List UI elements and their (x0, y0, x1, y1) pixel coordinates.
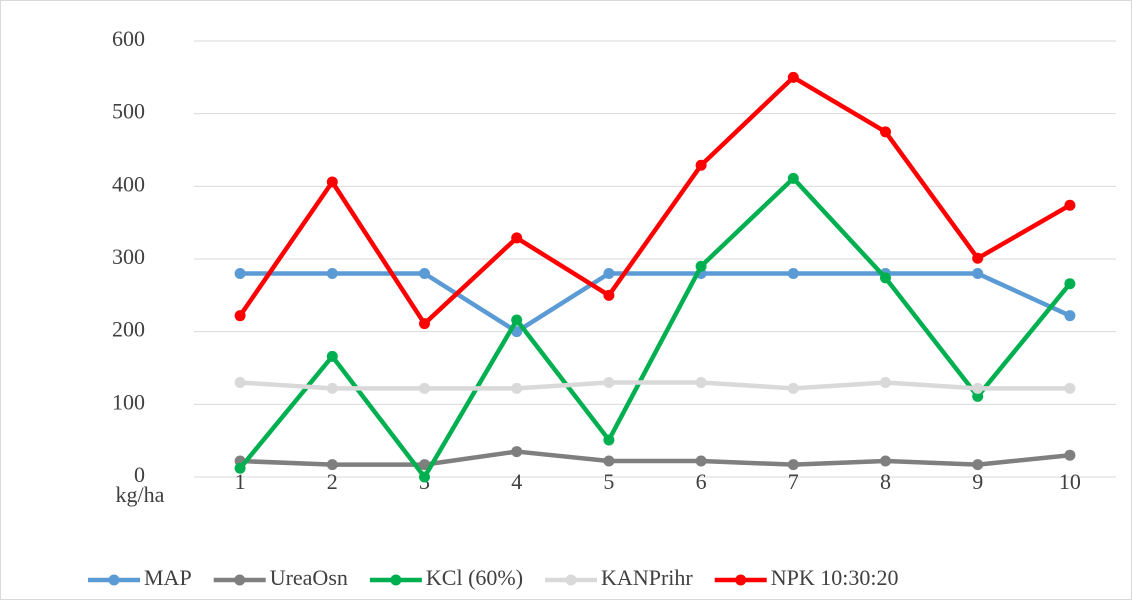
legend-label: UreaOsn (270, 565, 348, 590)
point (326, 350, 338, 362)
point (1064, 449, 1076, 461)
point (511, 382, 523, 394)
point (695, 377, 707, 389)
point (326, 382, 338, 394)
series-line (240, 271, 1071, 334)
x-tick-label: 8 (880, 469, 891, 494)
point (603, 434, 615, 446)
point (972, 382, 984, 394)
point (419, 471, 430, 483)
x-tick-label: 1 (235, 469, 246, 494)
point (695, 455, 707, 467)
point (972, 268, 984, 280)
point (419, 459, 430, 471)
point (326, 176, 338, 188)
x-tick-label: 7 (788, 469, 799, 494)
x-tick-label: 6 (696, 469, 707, 494)
y-tick-label: 600 (112, 26, 145, 51)
y-tick-label: 0 (134, 462, 145, 487)
series-line (238, 176, 1072, 480)
point (880, 126, 891, 138)
point (1064, 278, 1076, 290)
point (695, 159, 707, 171)
series-line (238, 75, 1072, 326)
point (326, 268, 338, 280)
x-tick-label: 10 (1059, 469, 1081, 494)
x-tick-label: 4 (511, 469, 522, 494)
point (972, 390, 984, 402)
point (419, 268, 430, 280)
point (603, 455, 615, 467)
x-tick-label: 9 (972, 469, 983, 494)
legend-label: KANPrihr (601, 565, 693, 590)
legend-label: MAP (144, 565, 192, 590)
point (1064, 199, 1076, 211)
legend-marker (234, 574, 246, 586)
y-tick-label: 500 (112, 99, 145, 124)
series-line (239, 380, 1070, 391)
point (787, 71, 799, 83)
point (603, 268, 615, 280)
y-tick-label: 100 (112, 389, 145, 414)
point (1064, 310, 1076, 322)
point (603, 377, 615, 389)
point (787, 172, 799, 184)
x-tick-label: 5 (603, 469, 614, 494)
y-tick-label: 300 (112, 244, 145, 269)
legend-marker (735, 574, 747, 586)
point (234, 310, 246, 322)
point (511, 314, 523, 326)
point (511, 446, 523, 458)
point (234, 462, 246, 474)
point (234, 268, 246, 280)
y-axis-label: kg/ha (116, 482, 165, 507)
point (880, 377, 891, 389)
point (972, 459, 984, 471)
legend-label: NPK 10:30:20 (771, 565, 899, 590)
legend-marker (108, 574, 120, 586)
point (419, 382, 430, 394)
legend-label: KCl (60%) (426, 565, 523, 590)
series-line (240, 449, 1071, 467)
point (787, 459, 799, 471)
point (787, 382, 799, 394)
point (326, 459, 338, 471)
x-tick-label: 2 (327, 469, 338, 494)
point (234, 377, 246, 389)
point (787, 268, 799, 280)
point (880, 455, 891, 467)
legend-marker (565, 574, 577, 586)
point (880, 272, 891, 284)
y-tick-label: 200 (112, 317, 145, 342)
y-tick-label: 400 (112, 171, 145, 196)
point (972, 252, 984, 264)
point (695, 260, 707, 272)
point (1064, 382, 1076, 394)
point (511, 232, 523, 244)
point (603, 289, 615, 301)
point (419, 318, 430, 330)
legend-marker (390, 574, 402, 586)
